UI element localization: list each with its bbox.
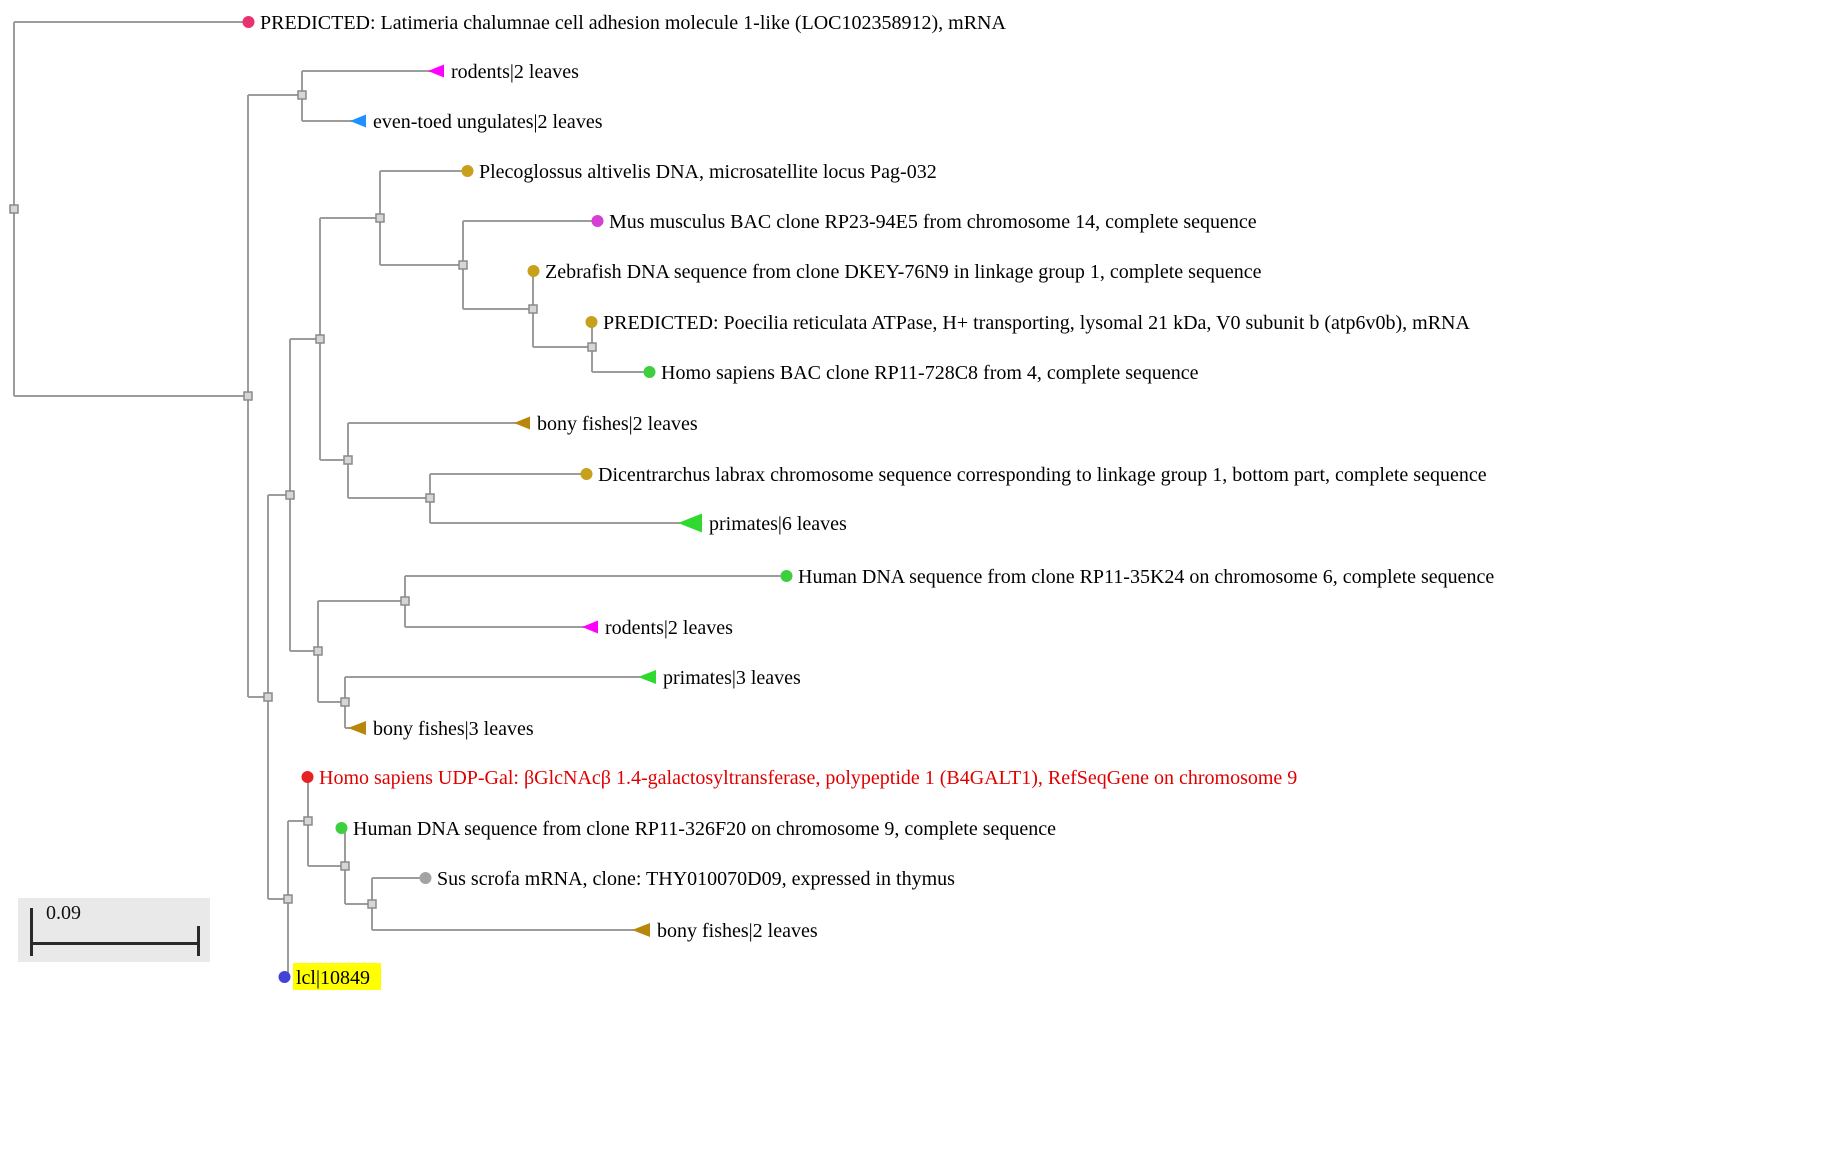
leaf-label-bony-fishes-clade-1[interactable]: bony fishes|2 leaves [537, 413, 698, 435]
dicentrarchus-node-icon[interactable] [580, 468, 593, 480]
bony-fishes-clade-2-triangle-icon[interactable] [632, 923, 650, 937]
internal-node-icon[interactable] [303, 816, 313, 826]
leaf-label-even-toed-ungulates-clade[interactable]: even-toed ungulates|2 leaves [373, 111, 603, 133]
scale-bar: 0.09 [18, 898, 210, 962]
b4galt1-node-icon[interactable] [301, 771, 314, 783]
human-326f20-node-icon[interactable] [335, 822, 348, 834]
bony-fishes-clade-1-triangle-icon[interactable] [514, 416, 530, 430]
internal-node-icon[interactable] [263, 692, 273, 702]
bony-fishes-clade-3-triangle-icon[interactable] [348, 721, 366, 735]
leaf-label-mus-musculus[interactable]: Mus musculus BAC clone RP23-94E5 from ch… [609, 211, 1257, 233]
internal-node-icon[interactable] [285, 490, 295, 500]
human-35k24-node-icon[interactable] [780, 570, 793, 582]
leaf-label-human-35k24[interactable]: Human DNA sequence from clone RP11-35K24… [798, 566, 1494, 588]
sus-scrofa-node-icon[interactable] [419, 872, 432, 884]
latimeria-node-icon[interactable] [242, 16, 255, 28]
scale-bar-right-tick [197, 926, 200, 956]
internal-node-icon[interactable] [243, 391, 253, 401]
internal-node-icon[interactable] [458, 260, 468, 270]
leaf-label-homo-bac-728c8[interactable]: Homo sapiens BAC clone RP11-728C8 from 4… [661, 362, 1199, 384]
internal-node-icon[interactable] [283, 894, 293, 904]
leaf-label-rodents-clade-1[interactable]: rodents|2 leaves [451, 61, 579, 83]
internal-node-icon[interactable] [297, 90, 307, 100]
internal-node-icon[interactable] [9, 204, 19, 214]
internal-node-icon[interactable] [587, 342, 597, 352]
leaf-label-human-326f20[interactable]: Human DNA sequence from clone RP11-326F2… [353, 818, 1056, 840]
internal-node-icon[interactable] [425, 493, 435, 503]
internal-node-icon[interactable] [400, 596, 410, 606]
plecoglossus-node-icon[interactable] [461, 165, 474, 177]
internal-node-icon[interactable] [375, 213, 385, 223]
primates-clade-3-triangle-icon[interactable] [638, 670, 656, 684]
leaf-label-latimeria[interactable]: PREDICTED: Latimeria chalumnae cell adhe… [260, 12, 1006, 34]
homo-bac-728c8-node-icon[interactable] [643, 366, 656, 378]
leaf-label-sus-scrofa[interactable]: Sus scrofa mRNA, clone: THY010070D09, ex… [437, 868, 955, 890]
lcl-10849-node-icon[interactable] [278, 971, 291, 983]
internal-node-icon[interactable] [313, 646, 323, 656]
leaf-label-lcl-10849[interactable]: lcl|10849 [296, 967, 370, 989]
leaf-label-poecilia[interactable]: PREDICTED: Poecilia reticulata ATPase, H… [603, 312, 1470, 334]
leaf-label-dicentrarchus[interactable]: Dicentrarchus labrax chromosome sequence… [598, 464, 1487, 486]
poecilia-node-icon[interactable] [585, 316, 598, 328]
leaf-label-primates-clade-6[interactable]: primates|6 leaves [709, 513, 847, 535]
internal-node-icon[interactable] [340, 697, 350, 707]
leaf-label-zebrafish[interactable]: Zebrafish DNA sequence from clone DKEY-7… [545, 261, 1262, 283]
internal-node-icon[interactable] [340, 861, 350, 871]
leaf-label-plecoglossus[interactable]: Plecoglossus altivelis DNA, microsatelli… [479, 161, 937, 183]
leaf-label-bony-fishes-clade-3[interactable]: bony fishes|3 leaves [373, 718, 534, 740]
highlight-background [293, 963, 381, 990]
leaf-label-bony-fishes-clade-2[interactable]: bony fishes|2 leaves [657, 920, 818, 942]
mus-musculus-node-icon[interactable] [591, 215, 604, 227]
primates-clade-6-triangle-icon[interactable] [678, 513, 702, 533]
scale-bar-line [30, 908, 200, 956]
leaf-label-rodents-clade-2[interactable]: rodents|2 leaves [605, 617, 733, 639]
even-toed-ungulates-clade-triangle-icon[interactable] [350, 114, 366, 128]
internal-node-icon[interactable] [528, 304, 538, 314]
scale-bar-left-tick [30, 908, 33, 956]
internal-node-icon[interactable] [315, 334, 325, 344]
zebrafish-node-icon[interactable] [527, 265, 540, 277]
rodents-clade-1-triangle-icon[interactable] [428, 64, 444, 78]
leaf-label-primates-clade-3[interactable]: primates|3 leaves [663, 667, 801, 689]
internal-node-icon[interactable] [367, 899, 377, 909]
rodents-clade-2-triangle-icon[interactable] [582, 620, 598, 634]
scale-bar-value: 0.09 [46, 902, 81, 924]
internal-node-icon[interactable] [343, 455, 353, 465]
leaf-label-b4galt1[interactable]: Homo sapiens UDP-Gal: βGlcNAcβ 1.4-galac… [319, 767, 1297, 789]
